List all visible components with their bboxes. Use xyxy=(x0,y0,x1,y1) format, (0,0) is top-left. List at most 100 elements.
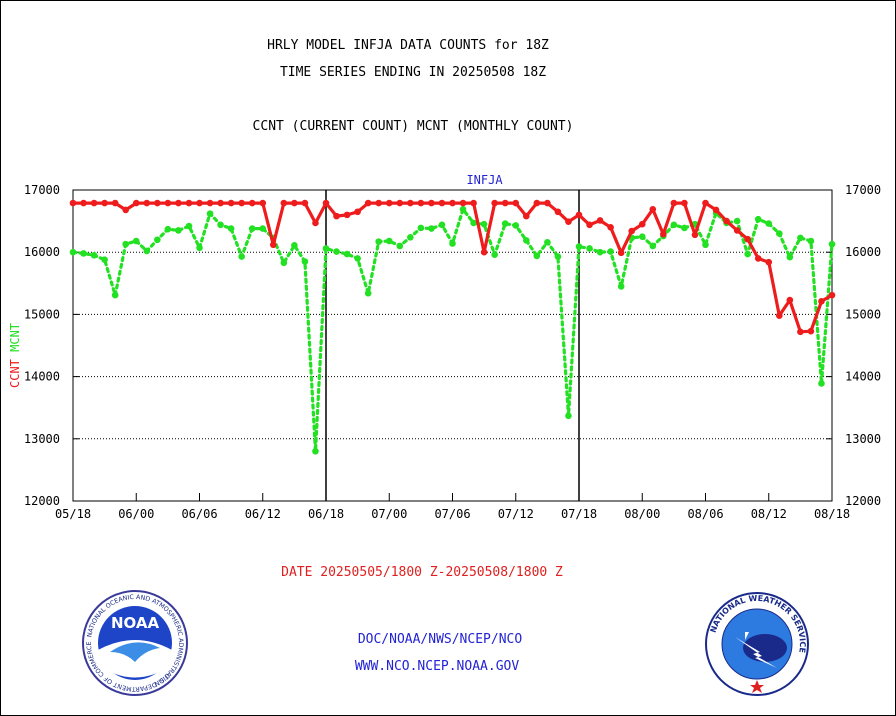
data-point-mcnt xyxy=(111,291,119,299)
website-label: WWW.NCO.NCEP.NOAA.GOV xyxy=(354,659,520,674)
data-point-mcnt xyxy=(480,220,488,228)
time-series-chart: 12000 12000 13000 13000 14000 14000 15000 15000… xyxy=(8,173,881,521)
x-tick-label: 07/12 xyxy=(498,507,534,521)
data-point-mcnt xyxy=(565,412,572,420)
data-point-ccnt xyxy=(797,328,804,336)
data-point-mcnt xyxy=(649,242,657,250)
data-point-mcnt xyxy=(407,233,414,241)
data-point-ccnt xyxy=(723,217,730,225)
y-tick-label-left: 17000 xyxy=(24,183,60,197)
org-label: DOC/NOAA/NWS/NCEP/NCO xyxy=(357,632,523,647)
data-point-ccnt xyxy=(101,199,108,207)
data-point-ccnt xyxy=(364,199,372,207)
data-point-ccnt xyxy=(733,227,741,234)
data-point-mcnt xyxy=(291,242,298,249)
y-tick-label-left: 13000 xyxy=(24,432,60,446)
data-point-ccnt xyxy=(617,249,625,257)
data-point-ccnt xyxy=(533,199,541,207)
y-tick-label-right: 15000 xyxy=(845,307,881,321)
data-point-ccnt xyxy=(407,199,414,207)
data-point-mcnt xyxy=(638,233,646,240)
x-tick-label: 08/00 xyxy=(624,507,660,521)
noaa-logo-text: NOAA xyxy=(111,614,160,632)
data-point-mcnt xyxy=(175,227,182,234)
data-point-ccnt xyxy=(312,219,319,227)
data-point-mcnt xyxy=(69,248,77,256)
data-point-ccnt xyxy=(354,208,361,216)
data-point-mcnt xyxy=(280,259,288,267)
data-point-ccnt xyxy=(480,248,488,256)
data-point-ccnt xyxy=(291,199,298,207)
data-point-ccnt xyxy=(259,199,267,207)
y-tick-label-right: 14000 xyxy=(845,370,881,384)
x-tick-label: 06/18 xyxy=(308,507,344,521)
data-point-ccnt xyxy=(396,199,404,207)
y-tick-label-left: 16000 xyxy=(24,245,60,259)
x-tick-label: 06/12 xyxy=(245,507,281,521)
data-point-mcnt xyxy=(364,289,372,297)
data-point-ccnt xyxy=(164,199,172,207)
data-point-mcnt xyxy=(143,247,151,255)
data-point-mcnt xyxy=(818,380,825,387)
data-point-ccnt xyxy=(607,224,614,231)
data-point-ccnt xyxy=(565,218,572,226)
data-point-mcnt xyxy=(512,222,520,229)
data-point-mcnt xyxy=(775,230,783,237)
data-point-mcnt xyxy=(428,225,435,232)
data-point-mcnt xyxy=(617,283,625,290)
data-point-mcnt xyxy=(786,253,794,261)
data-point-ccnt xyxy=(269,241,277,249)
data-point-mcnt xyxy=(333,248,340,255)
nws-logo: NATIONAL WEATHER SERVICE xyxy=(705,592,809,696)
data-point-mcnt xyxy=(227,225,235,232)
data-point-ccnt xyxy=(143,199,151,207)
data-point-mcnt xyxy=(702,241,709,249)
data-point-mcnt xyxy=(828,240,836,248)
data-point-mcnt xyxy=(449,240,456,247)
data-point-mcnt xyxy=(438,221,446,229)
data-point-ccnt xyxy=(765,258,773,266)
data-point-ccnt xyxy=(196,199,203,207)
data-point-ccnt xyxy=(301,199,309,207)
data-point-mcnt xyxy=(596,248,604,256)
data-point-ccnt xyxy=(428,199,435,207)
data-point-ccnt xyxy=(459,199,467,207)
data-point-mcnt xyxy=(164,225,172,233)
data-point-ccnt xyxy=(280,199,288,207)
data-point-ccnt xyxy=(122,206,130,214)
x-tick-label: 06/06 xyxy=(181,507,217,521)
x-tick-label: 08/12 xyxy=(751,507,787,521)
data-point-mcnt xyxy=(385,237,393,245)
data-point-ccnt xyxy=(69,199,77,207)
data-point-mcnt xyxy=(217,221,224,229)
data-point-ccnt xyxy=(217,199,224,207)
data-point-mcnt xyxy=(343,250,351,258)
data-point-ccnt xyxy=(227,199,235,207)
x-tick-label: 07/00 xyxy=(371,507,407,521)
data-point-mcnt xyxy=(681,224,688,232)
data-point-mcnt xyxy=(396,242,404,250)
data-point-mcnt xyxy=(554,253,562,260)
data-point-mcnt xyxy=(238,253,245,260)
data-point-ccnt xyxy=(491,199,498,207)
data-point-ccnt xyxy=(522,212,530,220)
x-tick-label: 08/18 xyxy=(814,507,850,521)
y-tick-label-right: 13000 xyxy=(845,432,881,446)
data-point-ccnt xyxy=(744,235,751,243)
data-point-ccnt xyxy=(111,199,119,207)
data-point-mcnt xyxy=(301,258,309,265)
chart-series-title: INFJA xyxy=(466,173,503,187)
y-tick-label-right: 12000 xyxy=(845,494,881,508)
data-point-ccnt xyxy=(786,296,794,304)
data-point-mcnt xyxy=(90,252,98,259)
data-point-mcnt xyxy=(807,237,815,245)
data-point-mcnt xyxy=(132,237,140,245)
data-point-ccnt xyxy=(512,199,520,207)
data-point-mcnt xyxy=(417,224,425,232)
data-point-ccnt xyxy=(417,199,425,207)
data-point-mcnt xyxy=(459,205,467,213)
noaa-logo: NOAA NATIONAL OCEANIC AND ATMOSPHERIC AD… xyxy=(82,590,188,696)
data-point-ccnt xyxy=(449,199,456,207)
data-point-mcnt xyxy=(101,256,108,263)
data-point-mcnt xyxy=(312,447,319,455)
